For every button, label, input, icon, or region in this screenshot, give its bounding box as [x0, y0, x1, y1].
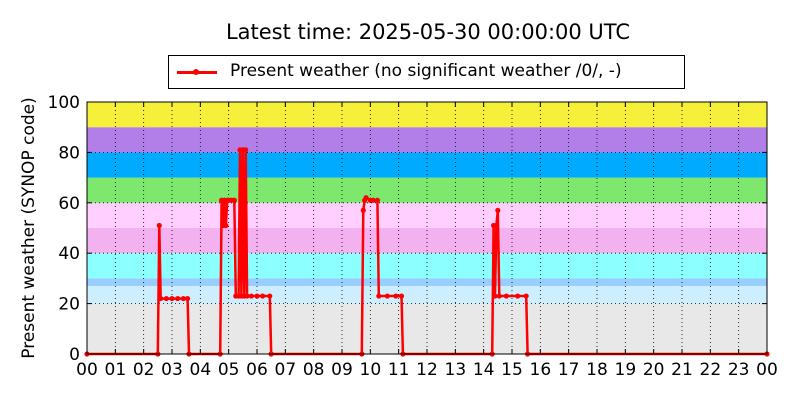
data-point: [267, 293, 273, 299]
background-band: [87, 152, 767, 178]
background-band: [87, 303, 767, 354]
x-tick-label: 14: [473, 360, 495, 380]
x-tick-label: 02: [133, 360, 155, 380]
data-point: [254, 293, 260, 299]
y-tick-label: 100: [48, 93, 80, 113]
x-tick-label: 22: [700, 360, 722, 380]
x-tick-label: 17: [558, 360, 580, 380]
x-tick-label: 23: [728, 360, 750, 380]
data-point: [169, 295, 175, 302]
data-point: [493, 222, 500, 229]
legend-label: Present weather (no significant weather …: [230, 61, 622, 81]
data-point: [393, 293, 399, 299]
data-point: [384, 293, 390, 299]
data-point: [231, 197, 237, 203]
y-tick-label: 20: [58, 295, 80, 315]
data-point: [244, 293, 250, 299]
data-point: [223, 222, 229, 229]
data-point: [184, 295, 191, 302]
legend-line-icon: [177, 69, 217, 75]
x-tick-label: 10: [360, 360, 382, 380]
x-tick-label: 20: [643, 360, 665, 380]
grid-lines: [87, 102, 767, 354]
data-point: [374, 197, 381, 203]
data-point: [260, 293, 266, 299]
chart-title: Latest time: 2025-05-30 00:00:00 UTC: [225, 20, 631, 44]
x-tick-label: 09: [331, 360, 353, 380]
y-tick-label: 40: [58, 244, 80, 264]
x-tick-label: 07: [275, 360, 297, 380]
x-axis-ticks: 00 01 02 03 04 05 06 07 08 09 10 11 12 13 14 15 16 17 18 19…: [76, 102, 778, 380]
data-point: [523, 293, 529, 299]
legend: Present weather (no significant weather …: [168, 55, 685, 89]
data-point: [158, 295, 164, 302]
data-point: [363, 195, 369, 201]
y-tick-label: 0: [69, 345, 80, 365]
y-tick-label: 60: [58, 194, 80, 214]
x-tick-label: 06: [246, 360, 268, 380]
data-point: [370, 197, 376, 203]
data-point: [376, 293, 382, 299]
data-point: [180, 295, 186, 302]
x-tick-label: 11: [388, 360, 410, 380]
data-point: [360, 207, 366, 213]
x-tick-label: 04: [190, 360, 212, 380]
x-tick-label: 13: [445, 360, 467, 380]
data-point: [515, 293, 521, 299]
background-band: [87, 127, 767, 153]
y-axis-label: Present weather (SYNOP code): [19, 97, 39, 359]
data-point: [248, 293, 254, 299]
x-tick-label: 19: [615, 360, 637, 380]
data-point: [398, 293, 405, 299]
x-tick-label: 01: [105, 360, 127, 380]
data-point: [243, 147, 249, 153]
x-tick-label: 00: [76, 360, 98, 380]
x-tick-label: 16: [530, 360, 552, 380]
background-band: [87, 228, 767, 254]
x-tick-label: 21: [671, 360, 693, 380]
x-tick-label: 08: [303, 360, 325, 380]
x-tick-label: 12: [416, 360, 438, 380]
y-axis-ticks: 0 20 40 60 80 100: [48, 93, 767, 365]
x-tick-label: 05: [218, 360, 240, 380]
x-tick-label: 15: [501, 360, 523, 380]
data-point: [492, 293, 498, 299]
data-point: [503, 293, 509, 299]
data-point: [175, 295, 181, 302]
x-tick-label: 03: [161, 360, 183, 380]
data-point: [163, 295, 169, 302]
data-point: [496, 293, 502, 299]
data-point: [495, 207, 501, 213]
y-tick-label: 80: [58, 143, 80, 163]
x-tick-label: 18: [586, 360, 608, 380]
data-point: [156, 222, 162, 229]
x-tick-label: 00: [756, 360, 778, 380]
